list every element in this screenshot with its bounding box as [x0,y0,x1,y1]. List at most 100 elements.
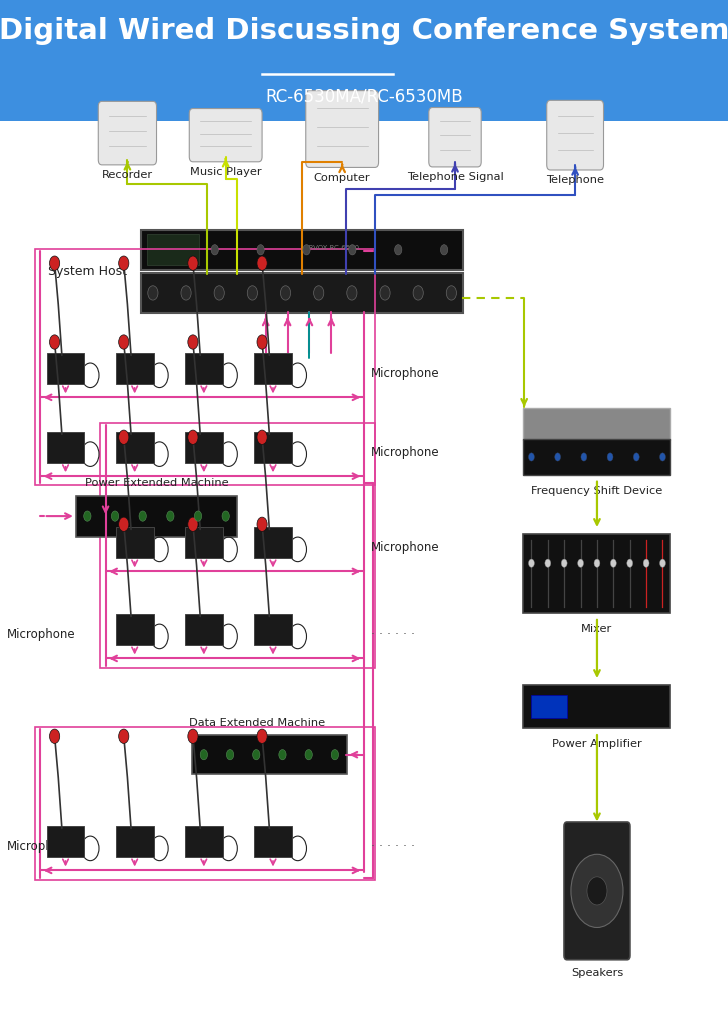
FancyBboxPatch shape [141,229,463,270]
FancyBboxPatch shape [523,408,670,440]
Text: Speakers: Speakers [571,968,623,978]
Circle shape [188,517,198,531]
Circle shape [111,511,119,521]
FancyBboxPatch shape [116,353,154,384]
FancyBboxPatch shape [189,109,262,162]
Circle shape [529,559,534,567]
Circle shape [119,256,129,270]
Circle shape [181,286,191,300]
Text: Recorder: Recorder [102,170,153,180]
FancyBboxPatch shape [254,614,292,645]
Text: Computer: Computer [314,172,371,182]
FancyBboxPatch shape [185,614,223,645]
FancyBboxPatch shape [523,685,670,728]
FancyBboxPatch shape [116,432,154,463]
FancyBboxPatch shape [523,439,670,475]
Text: RC-6530MA/RC-6530MB: RC-6530MA/RC-6530MB [265,87,463,105]
Circle shape [214,286,224,300]
Circle shape [257,729,267,743]
Text: Microphone: Microphone [371,542,440,554]
FancyBboxPatch shape [523,535,670,612]
Circle shape [139,511,146,521]
Text: · · · · · ·: · · · · · · [371,629,415,641]
Circle shape [660,559,665,567]
FancyBboxPatch shape [141,272,463,313]
FancyBboxPatch shape [254,527,292,558]
Circle shape [119,517,129,531]
Text: Frequency Shift Device: Frequency Shift Device [531,486,662,496]
Text: Telephone: Telephone [546,175,604,185]
FancyBboxPatch shape [116,614,154,645]
Circle shape [303,245,310,255]
FancyBboxPatch shape [47,826,84,857]
Circle shape [545,559,551,567]
Circle shape [188,729,198,743]
Text: Power Amplifier: Power Amplifier [552,739,642,750]
Circle shape [561,559,567,567]
Circle shape [50,729,60,743]
FancyBboxPatch shape [531,695,567,718]
FancyBboxPatch shape [116,527,154,558]
Text: ARVOX RC-6530: ARVOX RC-6530 [304,245,359,251]
Circle shape [188,430,198,444]
Circle shape [257,517,267,531]
Circle shape [331,750,339,760]
Circle shape [571,854,623,928]
FancyBboxPatch shape [147,234,199,265]
FancyBboxPatch shape [47,432,84,463]
Circle shape [627,559,633,567]
Circle shape [440,245,448,255]
Text: Music Player: Music Player [190,167,261,177]
Circle shape [279,750,286,760]
Circle shape [84,511,91,521]
Circle shape [587,877,607,905]
FancyBboxPatch shape [547,100,604,170]
Circle shape [380,286,390,300]
Circle shape [50,256,60,270]
Circle shape [119,430,129,444]
Circle shape [211,245,218,255]
Text: Telephone Signal: Telephone Signal [407,172,503,182]
FancyBboxPatch shape [254,432,292,463]
Circle shape [581,453,587,461]
Circle shape [555,453,561,461]
Circle shape [305,750,312,760]
Circle shape [413,286,423,300]
Circle shape [248,286,258,300]
FancyBboxPatch shape [0,0,728,121]
FancyBboxPatch shape [116,826,154,857]
Circle shape [257,245,264,255]
Circle shape [257,335,267,349]
Circle shape [188,256,198,270]
Circle shape [349,245,356,255]
Circle shape [188,335,198,349]
FancyBboxPatch shape [185,432,223,463]
Circle shape [194,511,202,521]
Text: System Host: System Host [48,265,127,278]
Text: Power Extended Machine: Power Extended Machine [84,478,229,488]
Circle shape [222,511,229,521]
Circle shape [314,286,324,300]
FancyBboxPatch shape [185,353,223,384]
Text: Microphone: Microphone [7,629,76,641]
Circle shape [594,559,600,567]
Circle shape [226,750,234,760]
Text: Data Extended Machine: Data Extended Machine [189,718,325,728]
FancyBboxPatch shape [254,826,292,857]
FancyBboxPatch shape [76,496,237,537]
Circle shape [578,559,584,567]
Text: Microphone: Microphone [371,368,440,380]
FancyBboxPatch shape [185,527,223,558]
FancyBboxPatch shape [254,353,292,384]
FancyBboxPatch shape [429,108,481,167]
FancyBboxPatch shape [47,353,84,384]
Circle shape [200,750,207,760]
Circle shape [50,335,60,349]
Circle shape [610,559,616,567]
FancyBboxPatch shape [185,826,223,857]
Text: Digital Wired Discussing Conference System: Digital Wired Discussing Conference Syst… [0,16,728,45]
Circle shape [119,335,129,349]
Circle shape [167,511,174,521]
Circle shape [280,286,290,300]
Text: Microphone: Microphone [7,841,76,853]
